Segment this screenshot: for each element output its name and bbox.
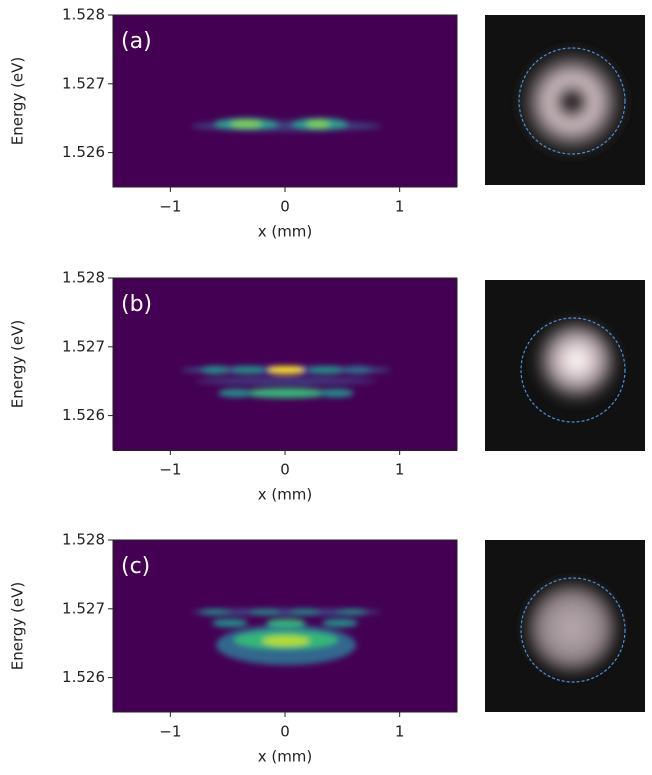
camera-image: [485, 15, 645, 185]
panel-label: (c): [121, 554, 150, 579]
y-tick-label: 1.527: [62, 74, 105, 92]
y-tick-label: 1.527: [62, 599, 105, 617]
panel-label: (b): [121, 292, 152, 317]
x-tick-label: 0: [280, 461, 290, 479]
y-tick-label: 1.528: [62, 6, 105, 24]
y-tick-label: 1.526: [62, 406, 105, 424]
y-tick-label: 1.526: [62, 668, 105, 686]
x-axis-label: x (mm): [258, 486, 313, 504]
x-tick-label: −1: [159, 198, 181, 216]
heatmap-image: [113, 540, 457, 712]
y-axis-label: Energy (eV): [9, 57, 27, 145]
x-tick-label: 1: [395, 723, 405, 741]
x-axis-label: x (mm): [258, 223, 313, 241]
x-tick-label: 1: [395, 461, 405, 479]
camera-image: [485, 280, 645, 451]
y-tick-label: 1.528: [62, 269, 105, 287]
y-tick-label: 1.527: [62, 337, 105, 355]
x-tick-label: 0: [280, 723, 290, 741]
y-axis-label: Energy (eV): [9, 582, 27, 670]
x-tick-label: −1: [159, 723, 181, 741]
y-tick-label: 1.526: [62, 143, 105, 161]
x-axis-label: x (mm): [258, 748, 313, 766]
x-tick-label: 0: [280, 198, 290, 216]
y-axis-label: Energy (eV): [9, 320, 27, 408]
heatmap-image: [113, 278, 457, 451]
x-tick-label: 1: [395, 198, 405, 216]
camera-image: [485, 540, 645, 712]
x-tick-label: −1: [159, 461, 181, 479]
y-tick-label: 1.528: [62, 531, 105, 549]
heatmap-image: [113, 15, 457, 187]
panel-label: (a): [121, 29, 152, 54]
